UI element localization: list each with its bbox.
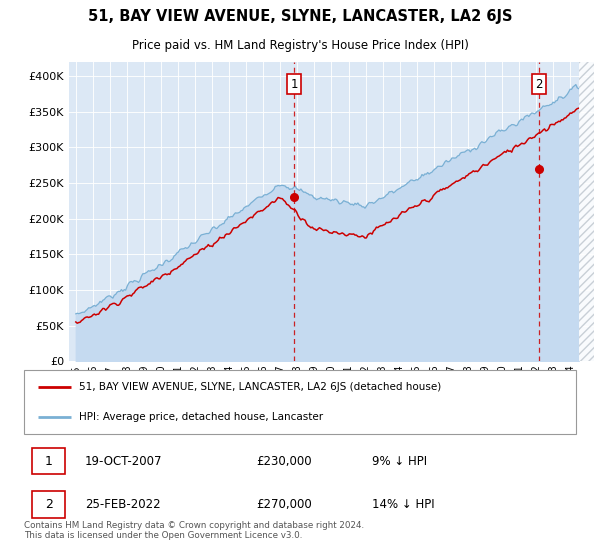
Text: 1: 1	[290, 78, 298, 91]
FancyBboxPatch shape	[32, 448, 65, 474]
Text: Contains HM Land Registry data © Crown copyright and database right 2024.
This d: Contains HM Land Registry data © Crown c…	[24, 521, 364, 540]
Text: 2: 2	[535, 78, 542, 91]
Text: 14% ↓ HPI: 14% ↓ HPI	[372, 498, 434, 511]
Text: HPI: Average price, detached house, Lancaster: HPI: Average price, detached house, Lanc…	[79, 412, 323, 422]
Text: £270,000: £270,000	[256, 498, 311, 511]
Text: 51, BAY VIEW AVENUE, SLYNE, LANCASTER, LA2 6JS: 51, BAY VIEW AVENUE, SLYNE, LANCASTER, L…	[88, 9, 512, 24]
Text: Price paid vs. HM Land Registry's House Price Index (HPI): Price paid vs. HM Land Registry's House …	[131, 39, 469, 53]
Bar	[578, 26, 600, 361]
Text: 51, BAY VIEW AVENUE, SLYNE, LANCASTER, LA2 6JS (detached house): 51, BAY VIEW AVENUE, SLYNE, LANCASTER, L…	[79, 382, 442, 392]
Text: 25-FEB-2022: 25-FEB-2022	[85, 498, 160, 511]
Text: 1: 1	[45, 455, 53, 468]
FancyBboxPatch shape	[24, 370, 576, 434]
FancyBboxPatch shape	[32, 492, 65, 517]
Text: 9% ↓ HPI: 9% ↓ HPI	[372, 455, 427, 468]
Text: £230,000: £230,000	[256, 455, 311, 468]
Text: 19-OCT-2007: 19-OCT-2007	[85, 455, 162, 468]
Text: 2: 2	[45, 498, 53, 511]
